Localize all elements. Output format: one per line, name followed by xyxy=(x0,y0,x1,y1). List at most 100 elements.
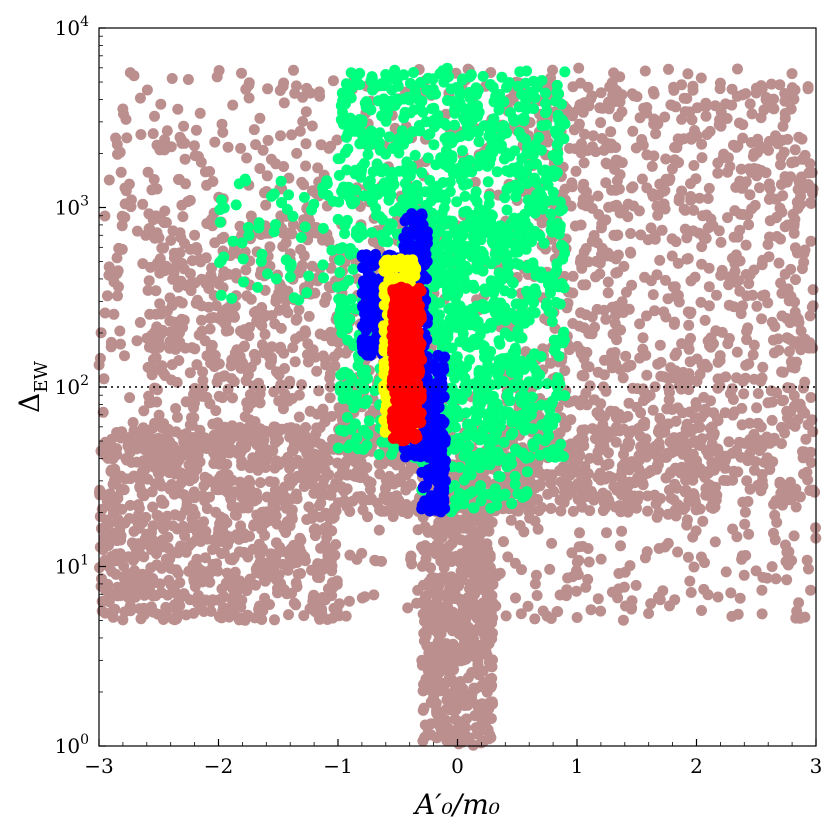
data-point xyxy=(270,537,282,549)
data-point xyxy=(204,166,216,177)
data-point xyxy=(761,572,773,584)
data-point xyxy=(449,119,460,131)
data-point xyxy=(648,150,660,162)
data-point xyxy=(267,564,279,576)
data-point xyxy=(679,204,691,216)
data-point xyxy=(190,297,202,309)
data-point xyxy=(616,473,628,485)
data-point xyxy=(578,157,590,169)
data-point xyxy=(298,610,310,622)
data-point xyxy=(614,364,626,376)
data-point xyxy=(172,103,184,115)
data-point xyxy=(453,554,465,566)
data-point xyxy=(153,510,164,522)
data-point xyxy=(293,553,305,565)
data-point xyxy=(315,497,327,509)
data-point xyxy=(116,220,128,232)
data-point xyxy=(736,402,748,414)
data-point xyxy=(653,591,664,603)
data-point xyxy=(795,198,807,210)
data-point xyxy=(578,353,590,365)
data-point xyxy=(478,681,490,693)
data-point xyxy=(703,300,715,312)
data-point xyxy=(764,183,776,195)
data-point xyxy=(609,347,621,358)
data-point xyxy=(196,390,208,402)
data-point xyxy=(162,305,173,317)
data-point xyxy=(247,452,259,464)
data-point xyxy=(243,330,255,342)
data-point xyxy=(649,381,661,393)
data-point xyxy=(156,562,168,574)
data-point xyxy=(529,172,540,184)
data-point xyxy=(529,515,541,527)
data-point xyxy=(320,359,332,371)
data-point xyxy=(370,555,382,567)
data-point xyxy=(300,106,312,118)
data-point xyxy=(140,511,152,523)
data-point xyxy=(663,394,675,406)
data-point xyxy=(283,493,295,505)
data-point xyxy=(559,365,571,377)
data-point xyxy=(149,577,161,588)
data-point xyxy=(420,545,432,557)
data-point xyxy=(744,448,756,460)
data-point xyxy=(300,327,312,339)
data-point xyxy=(783,346,795,357)
data-point xyxy=(204,576,216,588)
data-point xyxy=(760,167,772,179)
data-point xyxy=(174,577,186,589)
data-point xyxy=(711,489,723,501)
data-point xyxy=(645,598,657,610)
data-point xyxy=(332,442,344,454)
data-point xyxy=(256,339,268,351)
data-point xyxy=(730,141,742,153)
data-point xyxy=(604,81,616,93)
data-point xyxy=(586,328,598,340)
data-point xyxy=(556,98,567,110)
data-point xyxy=(467,697,479,709)
data-point xyxy=(151,384,163,396)
data-point xyxy=(584,505,596,517)
data-point xyxy=(606,586,618,598)
data-point xyxy=(443,701,455,713)
data-point xyxy=(165,234,177,246)
data-point xyxy=(314,488,326,500)
data-point xyxy=(201,566,213,578)
data-point xyxy=(723,436,735,448)
data-point xyxy=(170,343,182,355)
data-point xyxy=(198,516,210,528)
data-point xyxy=(788,530,800,542)
data-point xyxy=(358,383,370,395)
data-point xyxy=(180,609,192,621)
data-point xyxy=(577,540,589,552)
data-point xyxy=(323,142,335,154)
data-point xyxy=(607,328,619,340)
data-point xyxy=(659,422,671,434)
data-point xyxy=(209,136,221,148)
data-point xyxy=(796,403,808,415)
data-point xyxy=(155,494,167,506)
data-point xyxy=(662,293,674,305)
data-point xyxy=(743,219,755,231)
data-point xyxy=(149,417,161,429)
data-point xyxy=(209,237,221,249)
data-point xyxy=(684,106,696,118)
data-point xyxy=(709,100,721,112)
data-point xyxy=(281,588,293,600)
data-point xyxy=(269,462,281,474)
data-point xyxy=(416,560,428,572)
data-point xyxy=(713,225,725,237)
data-point xyxy=(766,78,777,90)
data-point xyxy=(460,513,472,525)
data-point xyxy=(613,183,625,195)
data-point xyxy=(674,431,686,443)
data-point xyxy=(509,557,521,569)
data-point xyxy=(770,212,782,224)
data-point xyxy=(711,456,723,468)
data-point xyxy=(190,124,202,136)
data-point xyxy=(245,293,257,305)
data-point xyxy=(703,262,715,274)
data-point xyxy=(193,329,205,341)
data-point xyxy=(449,528,461,540)
